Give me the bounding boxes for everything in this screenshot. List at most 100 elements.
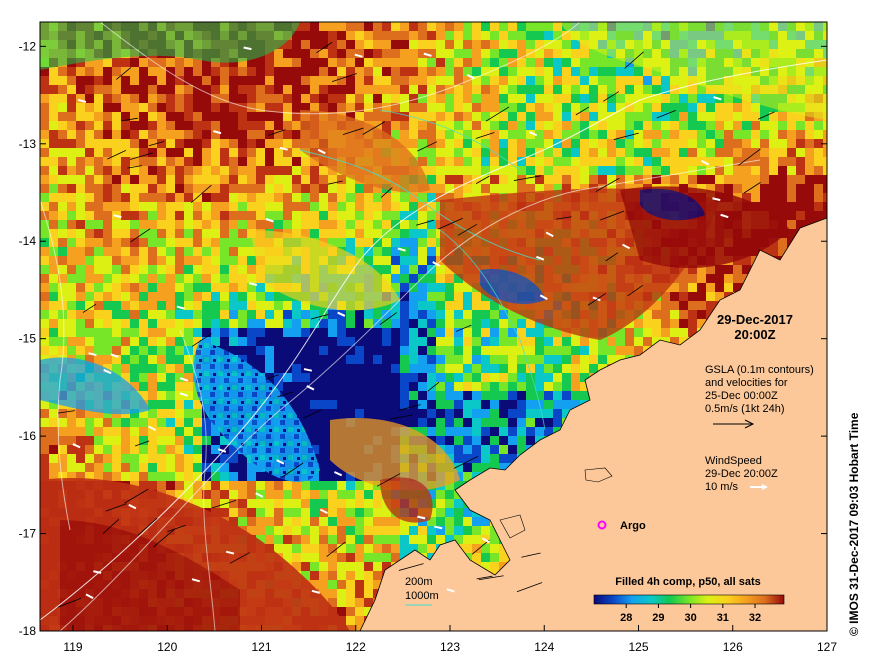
sst-cell (220, 337, 229, 346)
sst-cell (130, 463, 139, 472)
sst-cell (715, 274, 724, 283)
sst-cell (175, 310, 184, 319)
sst-cell (508, 454, 517, 463)
sst-cell (202, 139, 211, 148)
sst-cell (490, 184, 499, 193)
sst-cell (166, 427, 175, 436)
sst-cell (157, 319, 166, 328)
sst-cell (634, 103, 643, 112)
sst-cell (634, 139, 643, 148)
sst-cell (202, 490, 211, 499)
sst-cell (454, 22, 463, 31)
sst-cell (130, 301, 139, 310)
sst-cell (688, 85, 697, 94)
sst-cell (724, 94, 733, 103)
sst-cell (670, 337, 679, 346)
sst-cell (58, 112, 67, 121)
sst-cell (103, 148, 112, 157)
sst-cell (652, 85, 661, 94)
sst-cell (553, 40, 562, 49)
sst-cell (265, 283, 274, 292)
sst-cell (76, 202, 85, 211)
sst-cell (400, 139, 409, 148)
sst-cell (373, 40, 382, 49)
sst-cell (103, 463, 112, 472)
sst-cell (139, 193, 148, 202)
sst-cell (67, 67, 76, 76)
sst-cell (436, 184, 445, 193)
sst-cell (400, 49, 409, 58)
sst-cell (418, 31, 427, 40)
sst-cell (274, 139, 283, 148)
sst-cell (67, 283, 76, 292)
sst-cell (823, 184, 827, 193)
sst-cell (436, 490, 445, 499)
sst-cell (166, 337, 175, 346)
sst-cell (292, 166, 301, 175)
sst-cell (697, 130, 706, 139)
sst-cell (418, 58, 427, 67)
sst-cell (184, 382, 193, 391)
sst-cell (193, 463, 202, 472)
sst-cell (220, 166, 229, 175)
sst-cell (337, 76, 346, 85)
sst-cell (427, 22, 436, 31)
sst-cell (436, 148, 445, 157)
sst-cell (157, 220, 166, 229)
sst-cell (418, 526, 427, 535)
sst-cell (571, 49, 580, 58)
sst-cell (553, 85, 562, 94)
sst-cell (706, 166, 715, 175)
sst-cell (148, 391, 157, 400)
sst-cell (625, 121, 634, 130)
sst-cell (193, 445, 202, 454)
sst-cell (481, 130, 490, 139)
sst-cell (742, 130, 751, 139)
sst-cell (247, 310, 256, 319)
sst-cell (247, 184, 256, 193)
sst-cell (166, 121, 175, 130)
sst-cell (301, 400, 310, 409)
sst-cell (769, 193, 778, 202)
sst-cell (706, 130, 715, 139)
sst-cell (130, 139, 139, 148)
sst-cell (580, 337, 589, 346)
sst-cell (661, 130, 670, 139)
sst-cell (211, 220, 220, 229)
sst-cell (679, 337, 688, 346)
sst-cell (112, 103, 121, 112)
sst-cell (265, 166, 274, 175)
sst-cell (265, 337, 274, 346)
sst-cell (220, 103, 229, 112)
sst-cell (553, 391, 562, 400)
sst-cell (454, 481, 463, 490)
sst-cell (130, 184, 139, 193)
sst-cell (652, 301, 661, 310)
sst-cell (418, 355, 427, 364)
sst-cell (49, 310, 58, 319)
sst-cell (238, 175, 247, 184)
sst-cell (76, 184, 85, 193)
sst-cell (166, 166, 175, 175)
sst-cell (454, 526, 463, 535)
sst-cell (85, 67, 94, 76)
sst-cell (472, 400, 481, 409)
sst-cell (607, 148, 616, 157)
sst-cell (418, 346, 427, 355)
sst-cell (400, 373, 409, 382)
sst-cell (472, 94, 481, 103)
sst-cell (247, 472, 256, 481)
sst-cell (553, 400, 562, 409)
sst-cell (76, 346, 85, 355)
sst-cell (643, 67, 652, 76)
sst-cell (526, 76, 535, 85)
sst-cell (328, 481, 337, 490)
sst-cell (508, 355, 517, 364)
sst-cell (508, 22, 517, 31)
sst-cell (400, 202, 409, 211)
sst-cell (238, 94, 247, 103)
sst-cell (283, 193, 292, 202)
sst-cell (688, 310, 697, 319)
sst-cell (616, 157, 625, 166)
sst-cell (166, 85, 175, 94)
